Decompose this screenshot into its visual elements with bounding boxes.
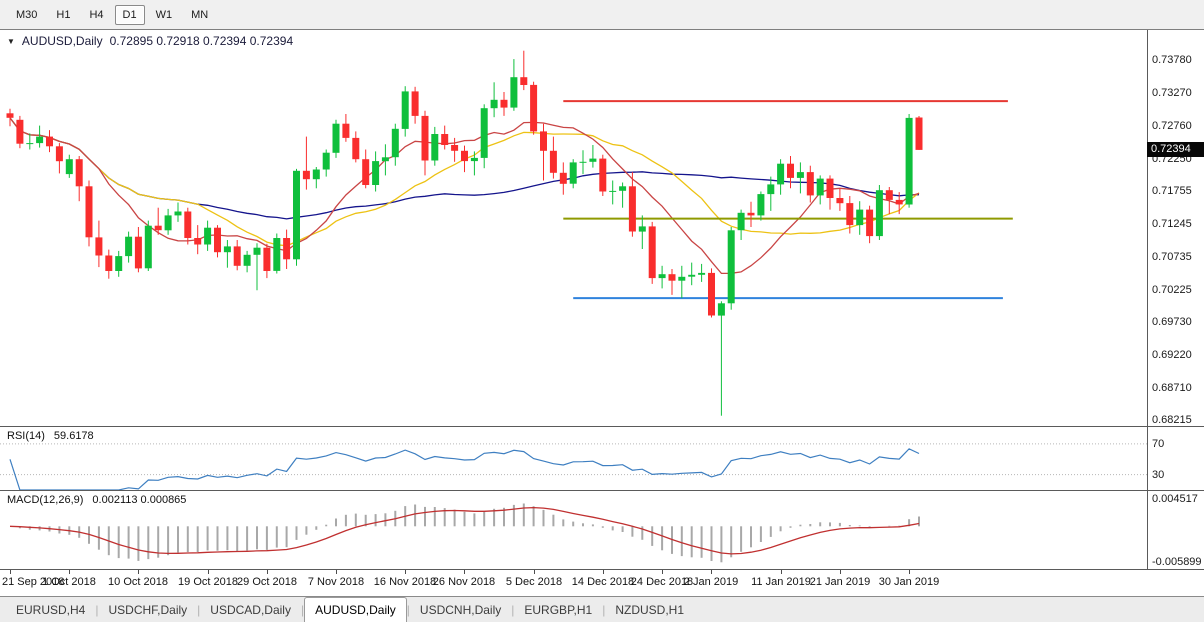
time-axis-tick: [909, 570, 910, 574]
time-axis-tick: [534, 570, 535, 574]
macd-axis-label: 0.004517: [1152, 492, 1198, 505]
price-axis-label: 0.70735: [1152, 251, 1192, 264]
timeframe-button-w1[interactable]: W1: [155, 8, 173, 21]
time-axis[interactable]: 21 Sep 2018 1 Oct 2018 10 Oct 2018 19 Oct 2…: [0, 570, 1204, 596]
time-axis-tick: [267, 570, 268, 574]
macd-values: 0.002113 0.000865: [92, 494, 187, 506]
timeframe-button-h1[interactable]: H1: [56, 8, 71, 21]
chart-ohlc-values: 0.72895 0.72918 0.72394 0.72394: [109, 34, 294, 48]
time-axis-tick: [711, 570, 712, 574]
chart-tab-eurgbp-h1[interactable]: EURGBP,H1: [524, 602, 593, 617]
time-axis-tick: [840, 570, 841, 574]
time-axis-tick: [69, 570, 70, 574]
time-axis-tick: [662, 570, 663, 574]
current-price-tag: 0.72394: [1147, 141, 1204, 157]
time-axis-tick: [336, 570, 337, 574]
rsi-value: 59.6178: [53, 430, 94, 442]
timeframe-button-mn[interactable]: MN: [191, 8, 209, 21]
chart-dropdown-icon[interactable]: ▼: [7, 36, 15, 46]
time-axis-label: 26 Nov 2018: [432, 576, 496, 588]
time-axis-label: 24 Dec 2018: [630, 576, 694, 588]
time-axis-tick: [10, 570, 11, 574]
price-axis[interactable]: 0.73780 0.73270 0.72760 0.72250 0.71755 0.712…: [1147, 30, 1204, 426]
time-axis-label: 11 Jan 2019: [751, 576, 811, 588]
time-axis-label: 29 Oct 2018: [237, 576, 297, 588]
rsi-indicator-panel[interactable]: 70 30 RSI(14) 59.6178: [0, 427, 1204, 491]
price-axis-label: 0.73270: [1152, 87, 1192, 100]
timeframe-button-h4[interactable]: H4: [89, 8, 104, 21]
price-axis-label: 0.71755: [1152, 185, 1192, 198]
timeframe-button-d1[interactable]: D1: [114, 4, 145, 25]
time-axis-label: 10 Oct 2018: [108, 576, 168, 588]
time-axis-tick: [208, 570, 209, 574]
time-axis-label: 30 Jan 2019: [878, 576, 940, 588]
macd-canvas[interactable]: [0, 491, 1147, 569]
tab-separator: |: [197, 602, 201, 617]
price-axis-label: 0.70225: [1152, 284, 1192, 297]
chart-window: 0.73780 0.73270 0.72760 0.72250 0.71755 0.712…: [0, 30, 1204, 596]
time-axis-label: 21 Sep 2018: [2, 576, 65, 588]
price-axis-label: 0.69220: [1152, 348, 1192, 361]
time-axis-label: 19 Oct 2018: [178, 576, 238, 588]
macd-axis-label: -0.005899: [1152, 556, 1202, 569]
price-chart-canvas[interactable]: [0, 30, 1147, 426]
time-axis-label: 1 Oct 2018: [42, 576, 96, 588]
price-axis-label: 0.73780: [1152, 54, 1192, 67]
chart-tab-nzdusd-h1[interactable]: NZDUSD,H1: [615, 602, 684, 617]
time-axis-label: 5 Dec 2018: [505, 576, 563, 588]
chart-symbol-period: AUDUSD,Daily: [21, 34, 103, 48]
time-axis-tick: [781, 570, 782, 574]
tab-separator: |: [602, 602, 606, 617]
rsi-axis-label: 70: [1152, 437, 1165, 450]
time-axis-tick: [603, 570, 604, 574]
chart-tab-usdcnh-daily[interactable]: USDCNH,Daily: [419, 602, 502, 617]
macd-indicator-panel[interactable]: 0.004517 -0.005899 MACD(12,26,9) 0.002113…: [0, 491, 1204, 570]
rsi-name: RSI(14): [7, 430, 45, 442]
timeframe-button-m30[interactable]: M30: [16, 8, 38, 21]
chart-tab-eurusd-h4[interactable]: EURUSD,H4: [16, 602, 86, 617]
chart-tab-usdchf-daily[interactable]: USDCHF,Daily: [108, 602, 188, 617]
chart-title: ▼ AUDUSD,Daily 0.72895 0.72918 0.72394 0…: [7, 34, 293, 48]
price-axis-label: 0.69730: [1152, 315, 1192, 328]
price-axis-label: 0.71245: [1152, 218, 1192, 231]
rsi-axis[interactable]: 70 30: [1147, 427, 1204, 490]
tab-separator: |: [511, 602, 515, 617]
time-axis-tick: [464, 570, 465, 574]
time-axis-label: 14 Dec 2018: [571, 576, 635, 588]
chart-tabs-bar: EURUSD,H4 | USDCHF,Daily | USDCAD,Daily | AUDU…: [0, 596, 1204, 622]
rsi-axis-label: 30: [1152, 468, 1165, 481]
price-axis-label: 0.72760: [1152, 120, 1192, 133]
time-axis-label: 7 Nov 2018: [307, 576, 365, 588]
tab-separator: |: [95, 602, 99, 617]
chart-tab-usdcad-daily[interactable]: USDCAD,Daily: [210, 602, 291, 617]
macd-axis[interactable]: 0.004517 -0.005899: [1147, 491, 1204, 569]
rsi-canvas[interactable]: [0, 427, 1147, 490]
tab-separator: |: [300, 602, 305, 617]
time-axis-label: 2 Jan 2019: [683, 576, 739, 588]
tab-separator: |: [406, 602, 410, 617]
time-axis-label: 21 Jan 2019: [809, 576, 871, 588]
price-axis-label: 0.68710: [1152, 381, 1192, 394]
chart-tab-audusd-daily[interactable]: AUDUSD,Daily: [304, 597, 407, 622]
timeframe-toolbar: M30 H1 H4 D1 W1 MN: [0, 0, 1204, 30]
time-axis-tick: [405, 570, 406, 574]
price-chart-panel[interactable]: 0.73780 0.73270 0.72760 0.72250 0.71755 0.712…: [0, 30, 1204, 427]
macd-label: MACD(12,26,9) 0.002113 0.000865: [7, 494, 186, 506]
price-axis-label: 0.68215: [1152, 413, 1192, 426]
rsi-label: RSI(14) 59.6178: [7, 430, 94, 442]
time-axis-tick: [138, 570, 139, 574]
macd-name: MACD(12,26,9): [7, 494, 84, 506]
time-axis-label: 16 Nov 2018: [373, 576, 437, 588]
